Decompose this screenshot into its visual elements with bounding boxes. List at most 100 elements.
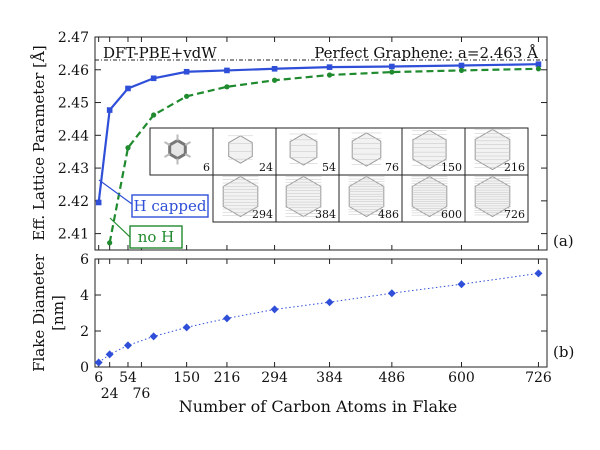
- flake-cell: 76: [338, 127, 403, 176]
- no-h-point: [151, 112, 157, 118]
- panel-b-ylabel-line1: Flake Diameter: [30, 253, 48, 372]
- no-h-point: [535, 66, 542, 72]
- panel-b-ytick-label: 6: [80, 252, 89, 268]
- flake-cell: 150: [401, 127, 466, 176]
- flake-size-label: 726: [504, 208, 525, 221]
- flake-size-label: 150: [441, 161, 462, 174]
- flake-cell: 726: [464, 174, 529, 223]
- panel-a-label: (a): [553, 232, 574, 250]
- panel-a-ylabel: Eff. Lattice Parameter [Å]: [30, 45, 48, 240]
- panel-a-y-ticks: 2.41 2.42 2.43 2.44 2.45 2.46 2.47: [58, 30, 547, 243]
- hydrogen-bond: [164, 153, 171, 158]
- graphene-flake: [351, 132, 382, 167]
- panel-b-ylabel-line2: [nm]: [49, 295, 67, 331]
- panel-a-ytick-label: 2.45: [58, 96, 89, 112]
- x-tick-label: 54: [119, 370, 137, 386]
- h-capped-point: [183, 68, 190, 75]
- panel-a-series: [95, 61, 542, 246]
- no-h-callout-box: [129, 225, 183, 249]
- diameter-point: [222, 314, 231, 323]
- h-capped-point: [389, 63, 395, 70]
- h-capped-point: [271, 65, 278, 72]
- panel-a-ytick-label: 2.47: [58, 30, 89, 46]
- method-label: DFT-PBE+vdW: [103, 44, 217, 62]
- no-h-point: [184, 93, 190, 99]
- graphene-flake: [411, 175, 448, 218]
- x-tick-label: 726: [525, 370, 552, 386]
- flake-cell: 600: [401, 174, 466, 223]
- flake-cell: 486: [338, 174, 403, 223]
- flake-cell: 24: [212, 127, 277, 176]
- flake-size-label: 384: [315, 208, 336, 221]
- hydrogen-bond: [184, 153, 191, 158]
- diameter-point: [270, 305, 279, 314]
- x-tick-label: 486: [378, 370, 405, 386]
- no-h-label: no H: [138, 228, 175, 246]
- diameter-point: [534, 269, 543, 278]
- no-h-line: [108, 67, 539, 243]
- flake-size-label: 600: [441, 208, 462, 221]
- x-tick-label: 6: [94, 370, 103, 386]
- diameter-line: [98, 272, 539, 363]
- no-h-point: [125, 145, 131, 151]
- h-capped-point: [95, 199, 102, 206]
- diameter-point: [325, 298, 334, 307]
- diameter-point: [149, 332, 158, 341]
- x-tick-label: 294: [261, 370, 288, 386]
- panel-a-x-ticks: [98, 37, 539, 250]
- flake-cell: 216: [464, 127, 529, 176]
- no-h-point: [107, 240, 113, 246]
- flake-inset: 6 24 54 76 150 216 294 384 486 600 726: [149, 127, 529, 223]
- panel-a-lattice-parameter: DFT-PBE+vdW Perfect Graphene: a=2.463 Å …: [30, 30, 574, 251]
- flake-cell: 384: [275, 174, 340, 223]
- no-h-point: [326, 72, 333, 78]
- graphene-flake: [474, 128, 511, 171]
- x-tick-label: 600: [448, 370, 475, 386]
- panel-b-ytick-label: 2: [80, 324, 89, 340]
- h-capped-callout-box: [131, 194, 209, 218]
- h-capped-point: [224, 67, 230, 74]
- panel-b-ytick-label: 4: [80, 288, 89, 304]
- diameter-point: [94, 358, 103, 367]
- flake-cell: 6: [149, 127, 214, 176]
- x-tick-label: 24: [101, 386, 119, 402]
- benzene-flake: [168, 138, 187, 161]
- hydrogen-bond: [164, 141, 171, 146]
- graphene-flake: [474, 175, 511, 218]
- flake-size-label: 54: [322, 161, 336, 174]
- h-capped-label: H capped: [134, 197, 207, 215]
- h-capped-point: [326, 64, 333, 70]
- x-tick-label: 76: [133, 386, 151, 402]
- x-axis-label: Number of Carbon Atoms in Flake: [179, 397, 458, 416]
- h-capped-point: [150, 75, 157, 82]
- diameter-point: [105, 350, 114, 359]
- hydrogen-bond: [184, 141, 191, 146]
- diameter-point: [123, 341, 132, 350]
- no-h-point: [389, 69, 395, 75]
- flake-size-label: 486: [378, 208, 399, 221]
- reference-label: Perfect Graphene: a=2.463 Å: [314, 44, 538, 62]
- panel-a-ytick-label: 2.46: [58, 63, 89, 79]
- flake-size-label: 24: [259, 161, 273, 174]
- panel-a-ytick-label: 2.44: [58, 128, 89, 144]
- flake-cell: 54: [275, 127, 340, 176]
- panel-b-series: [94, 269, 543, 367]
- flake-cell: 294: [212, 174, 277, 223]
- h-capped-point: [125, 85, 131, 92]
- no-h-point: [271, 77, 278, 83]
- panel-b-y-ticks: 0 2 4 6: [80, 252, 547, 376]
- x-tick-label: 150: [173, 370, 200, 386]
- panel-a-ytick-label: 2.43: [58, 161, 89, 177]
- graphene-flake: [228, 135, 253, 164]
- graphene-flake: [412, 129, 447, 170]
- panel-a-frame: [94, 36, 548, 251]
- flake-size-label: 6: [203, 161, 210, 174]
- h-capped-point: [535, 61, 542, 67]
- panel-b-ytick-label: 0: [80, 360, 89, 376]
- no-h-callout-line: [109, 217, 131, 238]
- flake-size-label: 216: [504, 161, 525, 174]
- panel-b-frame: [94, 258, 548, 368]
- diameter-point: [457, 280, 466, 289]
